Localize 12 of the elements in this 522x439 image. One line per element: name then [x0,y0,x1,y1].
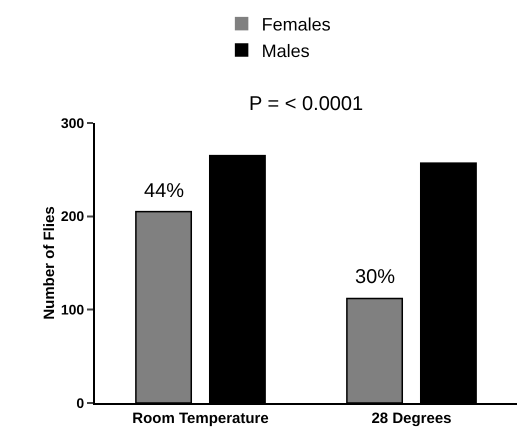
annotation: 30% [355,266,396,288]
x-tick-label: 28 Degrees [371,410,452,427]
annotation: 44% [144,180,184,202]
text: P = < 0.0001 [249,93,364,115]
y-tick-label: 200 [60,208,84,224]
y-tick-label: 300 [60,114,84,131]
y-axis-title: Number of Flies [41,206,58,320]
y-tick-label: 100 [60,302,84,318]
x-tick-label: Room Temperature [132,410,269,427]
legend-label: Females [262,14,331,35]
y-tick-label: 0 [76,394,84,411]
legend-label: Males [262,41,310,62]
